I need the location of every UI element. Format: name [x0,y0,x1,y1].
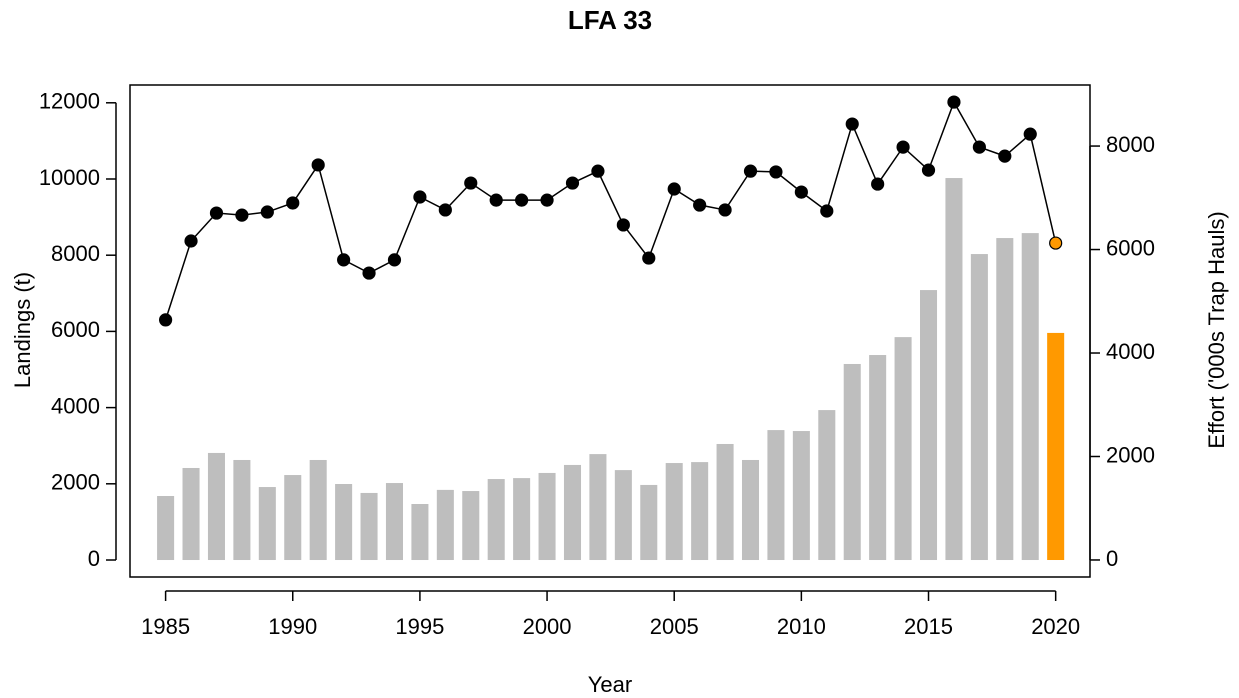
effort-point [311,158,325,172]
y2-axis-label: Effort ('000s Trap Hauls) [1204,211,1229,448]
bar [818,410,836,561]
effort-point [616,218,630,232]
x-tick-label: 1985 [141,614,190,639]
y2-tick-label: 2000 [1106,442,1155,467]
effort-point [769,165,783,179]
y-tick-label: 12000 [39,89,100,114]
y2-tick-label: 4000 [1106,339,1155,364]
bar [640,484,658,561]
bar [792,431,810,561]
x-tick-label: 2020 [1031,614,1080,639]
bar [589,454,607,561]
effort-point [209,206,224,220]
x-axis-label: Year [588,672,632,697]
bar [182,467,200,561]
x-tick-label: 2010 [777,614,826,639]
effort-point [998,149,1012,163]
y2-tick-label: 0 [1106,546,1118,571]
x-tick-label: 2005 [650,614,699,639]
bar [996,238,1014,561]
x-tick-label: 2000 [523,614,572,639]
effort-point [387,253,402,267]
y-tick-label: 0 [88,546,100,571]
bar [258,487,276,561]
effort-point [337,253,351,267]
bar [284,475,302,561]
effort-point [1049,236,1063,250]
y2-tick-label: 8000 [1106,132,1155,157]
effort-point [845,117,859,131]
bar [360,492,378,561]
y-tick-label: 4000 [51,393,100,418]
y-tick-label: 2000 [51,470,100,495]
effort-point [286,196,300,210]
bar [411,503,429,561]
bar [691,462,709,561]
bar [538,472,556,561]
effort-point [718,203,732,217]
bar [1047,332,1065,561]
y-tick-label: 6000 [51,317,100,342]
y-axis-label: Landings (t) [10,272,35,388]
effort-point [515,193,529,207]
effort-point [591,164,605,178]
effort-point [159,313,173,327]
bar [843,363,861,561]
bar [487,479,505,561]
bar [945,178,963,561]
effort-point [820,204,834,218]
bar [741,459,760,561]
effort-point [896,140,910,154]
effort-point [667,182,681,196]
bar [716,443,734,561]
effort-point [921,163,936,177]
bar [513,478,531,561]
y-tick-label: 10000 [39,165,100,190]
effort-point [642,251,656,265]
effort-point [540,193,554,207]
effort-point [693,198,707,212]
bar [309,459,327,561]
bar [1021,233,1039,561]
bar [869,355,887,561]
effort-point [413,190,427,204]
chart-title: LFA 33 [568,5,652,35]
y-tick-label: 8000 [51,241,100,266]
effort-point [235,208,249,222]
bar [335,483,353,561]
effort-point [565,176,580,190]
effort-point [1023,127,1037,141]
x-tick-label: 1990 [268,614,317,639]
y2-tick-label: 6000 [1106,235,1155,260]
effort-point [438,203,452,217]
x-tick-label: 2015 [904,614,953,639]
bar [970,254,988,561]
x-tick-label: 1995 [395,614,444,639]
bar [207,452,225,561]
effort-point [947,95,961,109]
effort-point [260,205,274,219]
effort-point [489,193,503,207]
bar [665,463,683,561]
effort-point [972,140,986,154]
bar [767,430,785,561]
bar [919,290,938,561]
effort-point [871,177,885,191]
effort-line [164,100,1057,321]
bar [385,483,403,561]
effort-point [362,266,376,280]
effort-point [794,185,808,199]
bar [157,495,175,561]
bar [462,491,480,561]
bar [436,489,454,561]
effort-point [184,234,198,248]
bar [614,470,632,561]
bar [233,459,251,561]
effort-point [743,164,758,178]
effort-point [464,176,478,190]
bar [563,464,582,561]
bar [894,337,912,561]
